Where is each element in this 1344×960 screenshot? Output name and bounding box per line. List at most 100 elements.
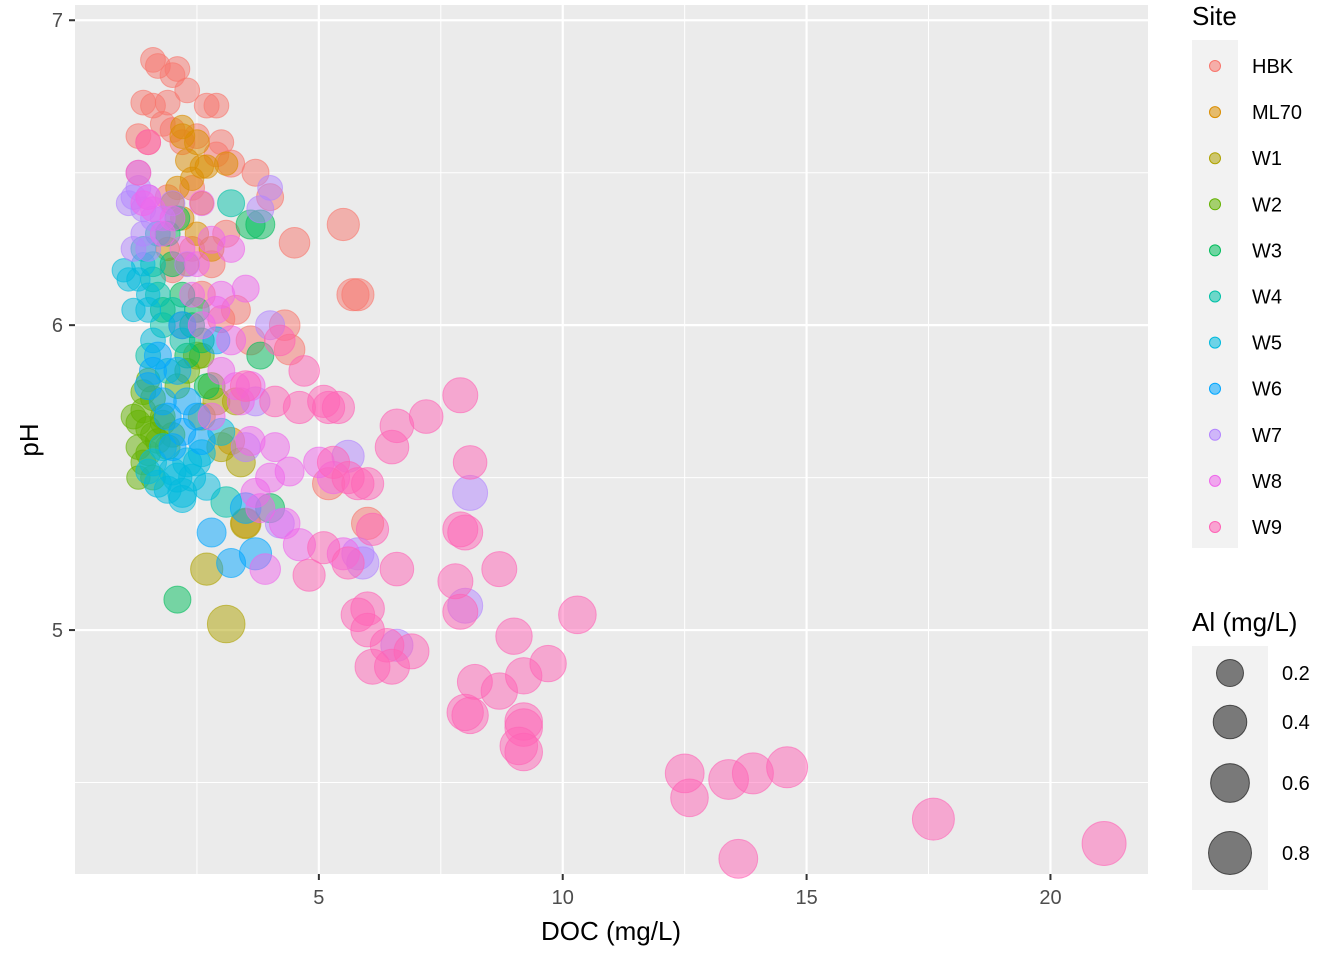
x-tick-label: 10 bbox=[552, 887, 574, 909]
point-w8 bbox=[245, 493, 276, 524]
grid-major bbox=[75, 5, 1148, 874]
size-legend: 0.2 0.4 0.6 0.8 bbox=[1208, 659, 1310, 875]
point-w9 bbox=[670, 778, 709, 818]
point-w6 bbox=[196, 517, 227, 548]
point-w9 bbox=[495, 617, 533, 655]
size-legend-title: Al (mg/L) bbox=[1192, 607, 1297, 637]
point-w9 bbox=[529, 644, 567, 683]
point-w9 bbox=[442, 377, 479, 414]
point-hbk bbox=[278, 227, 311, 259]
point-hbk bbox=[203, 92, 230, 119]
legend-label-w1: W1 bbox=[1252, 148, 1282, 170]
legend-label-w8: W8 bbox=[1252, 471, 1282, 493]
point-w8 bbox=[216, 325, 247, 356]
size-legend-key bbox=[1216, 659, 1244, 687]
point-w9 bbox=[379, 408, 415, 444]
point-w5 bbox=[135, 458, 162, 485]
point-w9 bbox=[437, 563, 474, 600]
point-w9 bbox=[504, 732, 544, 772]
point-w5 bbox=[153, 475, 182, 504]
y-tick-label: 5 bbox=[52, 620, 63, 642]
legend-key-w8 bbox=[1209, 474, 1221, 487]
point-w9 bbox=[229, 370, 262, 402]
size-legend-key bbox=[1208, 831, 1252, 875]
x-axis: 5 10 15 20 bbox=[313, 874, 1062, 909]
point-w9 bbox=[766, 746, 809, 789]
point-w9 bbox=[558, 595, 597, 635]
point-w9 bbox=[288, 355, 321, 387]
point-w8 bbox=[197, 402, 226, 431]
point-w6 bbox=[158, 433, 187, 462]
point-w9 bbox=[481, 551, 518, 588]
point-w8 bbox=[202, 295, 231, 324]
point-w9 bbox=[351, 467, 385, 501]
x-tick-label: 20 bbox=[1039, 887, 1061, 909]
color-legend: HBK ML70 W1 W2 W3 W4 W5 W6 W7 W8 W9 bbox=[1209, 56, 1302, 539]
point-w9 bbox=[264, 324, 296, 357]
data-points bbox=[111, 47, 1127, 879]
size-legend-label: 0.2 bbox=[1282, 663, 1310, 685]
point-hbk bbox=[341, 278, 375, 312]
point-w7 bbox=[452, 474, 489, 511]
point-w9 bbox=[331, 546, 365, 580]
point-w9 bbox=[125, 159, 152, 186]
point-w9 bbox=[447, 514, 484, 551]
y-tick-label: 7 bbox=[52, 10, 63, 32]
point-w9 bbox=[442, 593, 479, 630]
point-w3 bbox=[163, 585, 192, 614]
legend-key-w7 bbox=[1209, 428, 1221, 441]
point-w9 bbox=[911, 797, 955, 841]
point-w8 bbox=[184, 251, 210, 278]
point-w6 bbox=[139, 356, 167, 385]
point-hbk bbox=[326, 207, 360, 242]
point-ml70 bbox=[214, 151, 239, 176]
point-w9 bbox=[379, 551, 415, 587]
point-w9 bbox=[355, 512, 390, 547]
point-w1 bbox=[206, 604, 246, 644]
legend-label-w3: W3 bbox=[1252, 240, 1282, 262]
point-w4 bbox=[217, 189, 246, 218]
point-w9 bbox=[292, 558, 326, 592]
point-w5 bbox=[178, 463, 207, 492]
y-tick-label: 6 bbox=[52, 315, 63, 337]
point-w8 bbox=[231, 274, 260, 303]
size-legend-key bbox=[1210, 763, 1250, 803]
point-w8 bbox=[217, 234, 246, 263]
legend-label-w9: W9 bbox=[1252, 517, 1282, 539]
point-w9 bbox=[1081, 821, 1127, 866]
point-w9 bbox=[135, 129, 162, 156]
point-w8 bbox=[179, 281, 206, 308]
legend-label-w7: W7 bbox=[1252, 425, 1282, 447]
point-w8 bbox=[188, 190, 215, 217]
size-legend-label: 0.8 bbox=[1282, 843, 1310, 865]
legend-label-w6: W6 bbox=[1252, 379, 1282, 401]
x-axis-title: DOC (mg/L) bbox=[541, 916, 681, 946]
legend-key-w9 bbox=[1209, 521, 1221, 533]
legend-key-hbk bbox=[1209, 60, 1221, 72]
legend-label-w2: W2 bbox=[1252, 194, 1282, 216]
size-legend-key bbox=[1212, 704, 1248, 740]
point-w9 bbox=[393, 633, 430, 670]
point-w8 bbox=[249, 553, 282, 585]
point-hbk bbox=[154, 89, 181, 116]
legend-label-hbk: HBK bbox=[1252, 56, 1294, 78]
y-axis: 5 6 7 bbox=[52, 10, 75, 642]
size-legend-label: 0.4 bbox=[1282, 712, 1310, 734]
y-axis-title: pH bbox=[14, 423, 44, 456]
point-w8 bbox=[159, 205, 186, 232]
point-w9 bbox=[452, 445, 488, 480]
point-w6 bbox=[187, 427, 216, 455]
point-w8 bbox=[260, 432, 290, 463]
x-tick-label: 5 bbox=[313, 887, 324, 909]
legend-label-w5: W5 bbox=[1252, 333, 1282, 355]
point-w6 bbox=[153, 402, 182, 431]
legend-key-ml70 bbox=[1209, 106, 1221, 119]
point-w9 bbox=[408, 399, 444, 434]
point-w9 bbox=[451, 696, 489, 735]
point-w7 bbox=[246, 195, 275, 224]
point-w9 bbox=[718, 838, 759, 879]
legend-key-w2 bbox=[1209, 198, 1221, 211]
legend-key-w1 bbox=[1209, 152, 1221, 165]
color-legend-title: Site bbox=[1192, 1, 1237, 31]
